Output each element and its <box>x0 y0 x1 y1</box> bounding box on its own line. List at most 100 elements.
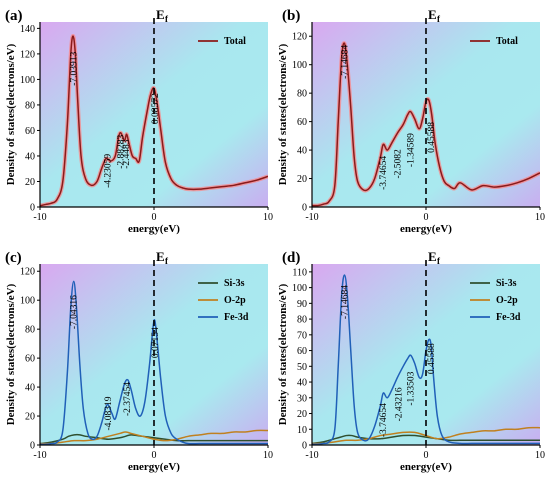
x-tick-label: 10 <box>263 212 273 223</box>
x-axis-title: energy(eV) <box>400 461 452 473</box>
peak-annotation: -4.08319 <box>104 396 114 430</box>
y-tick-label: 110 <box>292 267 307 278</box>
panel-c: -7.04316 -4.08319 -2.37454 0.07154 E f 0 20 40 60… <box>5 249 273 473</box>
y-axis-title: Density of states(electrons/eV) <box>277 43 289 185</box>
peak-annotation: -7.14684 <box>340 45 350 79</box>
y-tick-label: 10 <box>297 425 307 436</box>
x-tick-label: -10 <box>305 450 318 461</box>
y-tick-label: 0 <box>302 441 307 452</box>
x-tick-label: 0 <box>424 212 429 223</box>
series-line-fe-3d <box>40 280 268 445</box>
y-tick-label: 100 <box>292 283 307 294</box>
peak-annotation: 0.07154 <box>151 327 161 358</box>
x-tick-label: 0 <box>152 450 157 461</box>
x-tick-label: 10 <box>535 212 545 223</box>
peak-annotation: -2.5082 <box>394 149 404 179</box>
panel-letter: (d) <box>282 250 300 266</box>
y-tick-label: 80 <box>25 325 35 336</box>
peak-annotation: -2.88283 <box>116 134 126 168</box>
x-tick-label: -10 <box>33 212 46 223</box>
panel-letter: (c) <box>5 250 22 266</box>
y-tick-label: 20 <box>297 409 307 420</box>
y-tick-label: 30 <box>297 393 307 404</box>
y-tick-label: 100 <box>292 60 307 71</box>
y-tick-label: 120 <box>292 32 307 43</box>
y-tick-label: 80 <box>25 100 35 111</box>
y-tick-label: 60 <box>25 126 35 137</box>
peak-annotation: -2.43216 <box>394 387 404 421</box>
panel-a: -7.03913 -4.23059-2.88283-2.4483 0.08572 E f… <box>5 7 273 235</box>
panel-d: -7.14684 -3.74654 -2.43216 -1.33503 0.45588 E… <box>277 249 545 473</box>
fermi-subscript: f <box>165 14 169 24</box>
y-tick-label: 20 <box>25 177 35 188</box>
legend-label: Si-3s <box>496 278 517 289</box>
series-group <box>40 34 268 207</box>
x-axis-title: energy(eV) <box>128 223 180 235</box>
y-axis-title: Density of states(electrons/eV) <box>5 283 17 425</box>
peak-annotation: -2.37454 <box>123 382 133 416</box>
y-tick-label: 40 <box>25 383 35 394</box>
series-line-total <box>40 35 268 207</box>
legend-label: O-2p <box>224 295 246 306</box>
y-axis-title: Density of states(electrons/eV) <box>5 43 17 185</box>
series-line-fe-3d <box>312 274 540 445</box>
y-tick-label: 120 <box>20 267 35 278</box>
y-tick-label: 60 <box>25 354 35 365</box>
peak-annotation: -3.74654 <box>379 403 389 437</box>
y-tick-label: 80 <box>297 89 307 100</box>
y-tick-label: 20 <box>297 174 307 185</box>
peak-annotation: -7.14684 <box>340 285 350 319</box>
x-axis-title: energy(eV) <box>128 461 180 473</box>
x-tick-label: -10 <box>33 450 46 461</box>
y-tick-label: 60 <box>297 346 307 357</box>
legend-label: Total <box>224 36 246 47</box>
legend-label: Fe-3d <box>496 312 521 323</box>
y-tick-label: 40 <box>25 151 35 162</box>
series-line-total <box>312 42 540 207</box>
y-tick-label: 0 <box>302 203 307 214</box>
series-group <box>40 280 268 445</box>
peak-annotation: -1.33503 <box>407 371 417 405</box>
series-line-si-3s <box>312 434 540 445</box>
y-tick-label: 140 <box>20 24 35 35</box>
fermi-label: E <box>156 249 165 264</box>
peak-annotation: -4.23059 <box>103 154 113 188</box>
peak-annotation: -7.03913 <box>70 52 80 86</box>
x-tick-label: 10 <box>535 450 545 461</box>
fermi-label: E <box>428 7 437 22</box>
y-tick-label: 0 <box>30 441 35 452</box>
y-tick-label: 120 <box>20 49 35 60</box>
peak-annotation: -1.34589 <box>407 133 417 167</box>
x-tick-label: 10 <box>263 450 273 461</box>
peak-annotation: -3.74654 <box>379 156 389 190</box>
x-tick-label: 0 <box>424 450 429 461</box>
series-line-o-2p <box>40 429 268 445</box>
y-tick-label: 40 <box>297 378 307 389</box>
legend-label: Si-3s <box>224 278 245 289</box>
panel-letter: (b) <box>282 8 300 24</box>
fermi-label: E <box>156 7 165 22</box>
fermi-label: E <box>428 249 437 264</box>
x-tick-label: -10 <box>305 212 318 223</box>
peak-annotation: -2.4483 <box>122 139 132 169</box>
y-tick-label: 40 <box>297 146 307 157</box>
y-tick-label: 0 <box>30 203 35 214</box>
y-tick-label: 50 <box>297 362 307 373</box>
peak-annotation: 0.45588 <box>427 343 437 374</box>
legend-label: O-2p <box>496 295 518 306</box>
y-tick-label: 60 <box>297 117 307 128</box>
series-group <box>312 41 540 207</box>
y-tick-label: 80 <box>297 315 307 326</box>
y-axis-title: Density of states(electrons/eV) <box>277 283 289 425</box>
peak-annotation: 0.45588 <box>427 122 437 153</box>
peak-annotation: -7.04316 <box>70 295 80 329</box>
fermi-subscript: f <box>165 256 169 266</box>
panel-letter: (a) <box>5 8 23 24</box>
legend-label: Total <box>496 36 518 47</box>
panel-b: -7.14684 -3.74654 -2.5082 -1.34589 0.45588 E f… <box>277 7 545 235</box>
y-tick-label: 100 <box>20 296 35 307</box>
x-tick-label: 0 <box>152 212 157 223</box>
fermi-subscript: f <box>437 256 441 266</box>
y-tick-label: 70 <box>297 330 307 341</box>
